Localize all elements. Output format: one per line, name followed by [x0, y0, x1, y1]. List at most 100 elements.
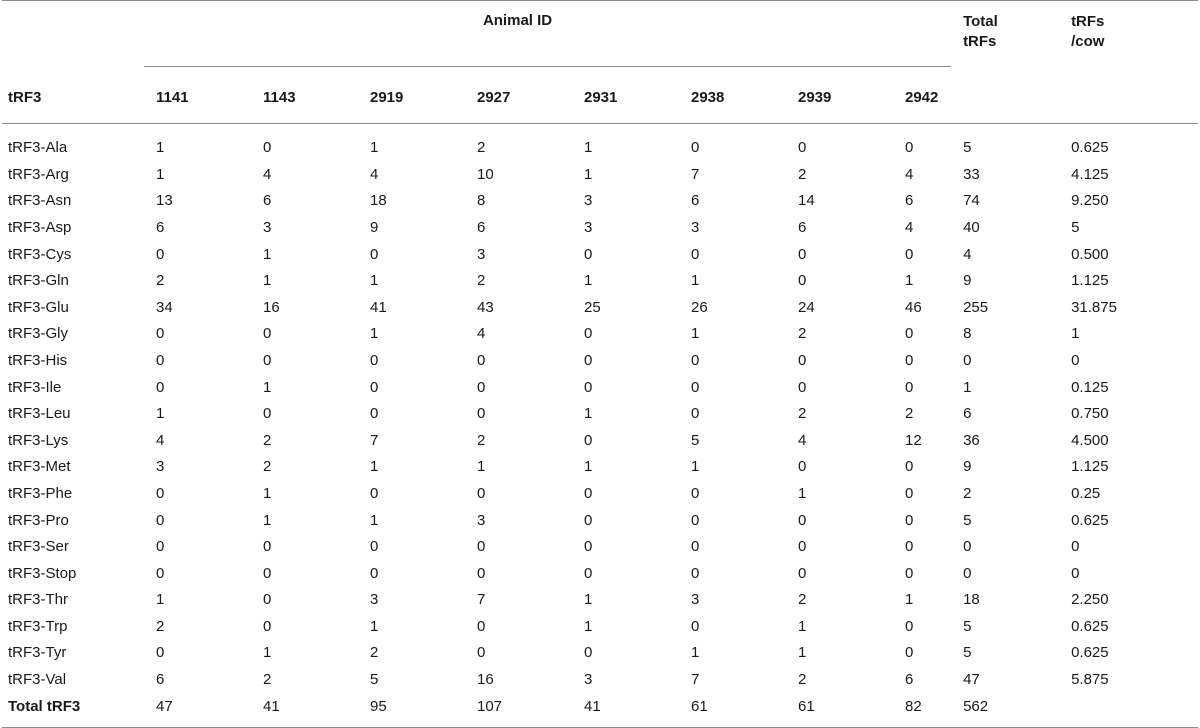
animal-id-label: Animal ID: [482, 12, 553, 29]
count-cell: 3: [477, 511, 486, 529]
count-cell: 6: [477, 218, 486, 236]
total-trfs-cell: 562: [951, 692, 1060, 728]
count-cell: 0: [156, 511, 165, 529]
table-row: tRF3-Ala 1 0 1 2 1 0 0 0 5 0.625: [2, 124, 1198, 162]
total-trfs-cell: 6: [963, 405, 972, 423]
total-trfs-cell: 8: [963, 325, 972, 343]
row-label: tRF3-Asn: [8, 192, 72, 210]
count-cell: 0: [691, 351, 700, 369]
count-cell: 0: [477, 405, 486, 423]
total-trfs-cell: 0: [963, 351, 972, 369]
row-label: tRF3-His: [8, 351, 68, 369]
count-cell: 4: [477, 325, 486, 343]
count-cell: 0: [370, 351, 379, 369]
count-cell: 2: [477, 431, 486, 449]
trfs-per-cow-cell: 1.125: [1071, 272, 1109, 290]
count-cell: 1: [156, 139, 165, 156]
total-trfs-header-line1: Total: [963, 13, 998, 30]
count-cell: 3: [584, 192, 593, 210]
trfs-per-cow-cell: 0.750: [1071, 405, 1109, 423]
trfs-per-cow-cell: 2.250: [1071, 591, 1109, 609]
count-cell: 1: [584, 458, 593, 476]
count-cell: 18: [370, 192, 387, 210]
count-cell: 0: [263, 538, 272, 556]
trfs-per-cow-header-line1: tRFs: [1071, 13, 1105, 30]
trfs-per-cow-cell: 0.125: [1071, 378, 1109, 396]
row-label: tRF3-Cys: [8, 245, 72, 263]
trfs-per-cow-cell: 4.125: [1071, 165, 1109, 183]
count-cell: 0: [691, 245, 700, 263]
count-cell: 0: [370, 538, 379, 556]
count-cell: 10: [477, 165, 494, 183]
count-cell: 2: [263, 671, 272, 689]
trfs-per-cow-cell: 4.500: [1071, 431, 1109, 449]
count-cell: 16: [477, 671, 494, 689]
table-row: tRF3-Phe 0 1 0 0 0 0 1 0 2 0.25: [2, 480, 1198, 507]
count-cell: 0: [691, 405, 700, 423]
count-cell: 0: [263, 591, 272, 609]
count-cell: 12: [905, 431, 922, 449]
total-trfs-cell: 9: [963, 458, 972, 476]
count-cell: 0: [905, 325, 914, 343]
count-cell: 8: [477, 192, 486, 210]
count-cell: 4: [905, 218, 914, 236]
count-cell: 0: [691, 139, 700, 156]
count-cell: 0: [584, 644, 593, 662]
count-cell: 1: [584, 591, 593, 609]
row-label: tRF3-Tyr: [8, 644, 67, 662]
table-row: tRF3-Met 3 2 1 1 1 1 0 0 9 1.125: [2, 454, 1198, 481]
count-cell: 0: [905, 484, 914, 502]
count-cell: 13: [156, 192, 173, 210]
total-trfs-cell: 4: [963, 245, 972, 263]
row-label: tRF3-Ser: [8, 538, 69, 556]
count-cell: 0: [370, 245, 379, 263]
count-cell: 0: [905, 538, 914, 556]
count-cell: 4: [156, 431, 165, 449]
table-row: tRF3-Lys 4 2 7 2 0 5 4 12 36 4.500: [2, 427, 1198, 454]
trfs-per-cow-cell: 0.500: [1071, 245, 1109, 263]
count-cell: 43: [477, 298, 494, 316]
row-label: tRF3-Asp: [8, 218, 72, 236]
total-trfs-cell: 18: [963, 591, 980, 609]
count-cell: 0: [691, 617, 700, 635]
count-cell: 0: [905, 617, 914, 635]
count-cell: 41: [572, 692, 679, 728]
count-cell: 0: [905, 511, 914, 529]
count-cell: 41: [251, 692, 358, 728]
row-label: tRF3-Arg: [8, 165, 69, 183]
count-cell: 0: [798, 458, 807, 476]
row-label: tRF3-Pro: [8, 511, 69, 529]
count-cell: 0: [691, 511, 700, 529]
count-cell: 0: [798, 272, 807, 290]
count-cell: 0: [691, 538, 700, 556]
count-cell: 1: [584, 405, 593, 423]
count-cell: 7: [477, 591, 486, 609]
count-cell: 1: [263, 272, 272, 290]
table-row: tRF3-Ile 0 1 0 0 0 0 0 0 1 0.125: [2, 374, 1198, 401]
trfs-per-cow-cell: 9.250: [1071, 192, 1109, 210]
count-cell: 0: [905, 378, 914, 396]
table-row: tRF3-Cys 0 1 0 3 0 0 0 0 4 0.500: [2, 241, 1198, 268]
count-cell: 5: [370, 671, 379, 689]
count-cell: 34: [156, 298, 173, 316]
count-cell: 3: [263, 218, 272, 236]
count-cell: 3: [584, 671, 593, 689]
count-cell: 2: [905, 405, 914, 423]
header-stub: [2, 0, 144, 74]
count-cell: 1: [156, 405, 165, 423]
row-label: tRF3-Met: [8, 458, 71, 476]
count-cell: 0: [370, 378, 379, 396]
count-cell: 2: [798, 591, 807, 609]
total-trfs-cell: 47: [963, 671, 980, 689]
animal-id-group: Animal ID: [144, 12, 952, 67]
count-cell: 0: [584, 325, 593, 343]
total-trfs-header: Total tRFs: [951, 0, 1060, 124]
animal-header: 2919: [358, 74, 465, 124]
animal-header: 2931: [572, 74, 679, 124]
row-label: tRF3-Thr: [8, 591, 68, 609]
animal-id-underline: [144, 66, 952, 67]
header-row-bottom: tRF3 1141 1143 2919 2927 2931 2938 2939 …: [2, 74, 1198, 124]
row-label: tRF3-Trp: [8, 617, 68, 635]
row-label-header: tRF3: [2, 74, 144, 124]
count-cell: 24: [798, 298, 815, 316]
